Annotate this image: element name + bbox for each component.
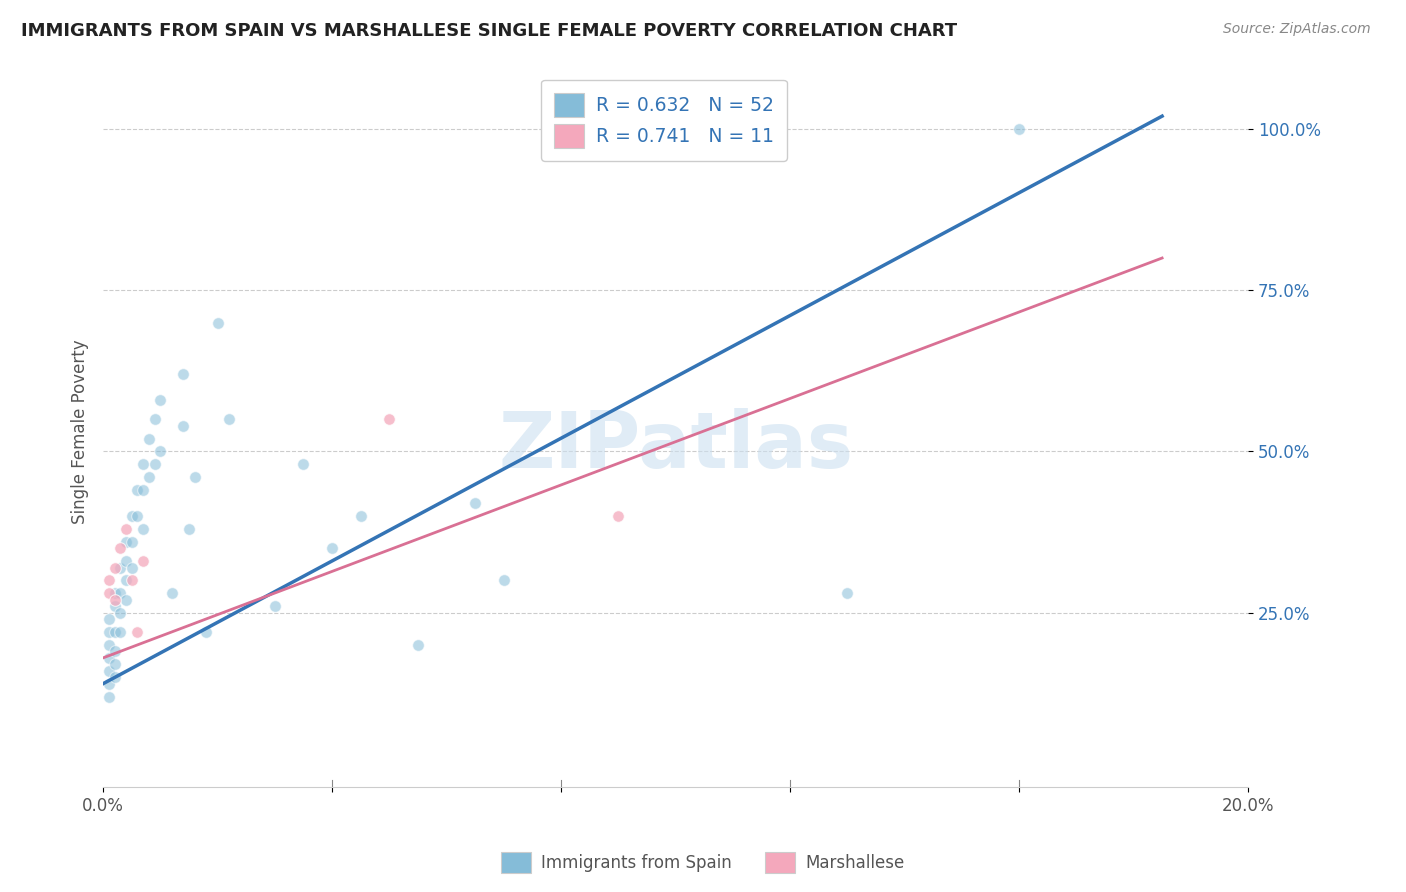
Text: ZIPatlas: ZIPatlas (498, 409, 853, 484)
Point (127, 508, 149, 523)
Point (110, 586, 132, 600)
Point (110, 606, 132, 620)
Point (103, 625, 125, 640)
Point (218, 412, 240, 426)
Point (160, 586, 183, 600)
Text: Source: ZipAtlas.com: Source: ZipAtlas.com (1223, 22, 1371, 37)
Point (132, 522, 155, 536)
Point (183, 470, 205, 484)
Point (121, 534, 143, 549)
Point (110, 560, 132, 574)
Point (103, 657, 125, 672)
Legend: Immigrants from Spain, Marshallese: Immigrants from Spain, Marshallese (495, 846, 911, 880)
Point (97, 625, 120, 640)
Point (110, 625, 132, 640)
Point (103, 599, 125, 614)
Point (97, 651, 120, 665)
Point (350, 508, 373, 523)
Point (143, 412, 166, 426)
Point (138, 432, 160, 446)
Point (103, 586, 125, 600)
Point (103, 644, 125, 658)
Point (138, 470, 160, 484)
Point (97, 638, 120, 652)
Point (1008, 122, 1031, 136)
Point (127, 625, 149, 640)
Point (607, 508, 630, 523)
Point (115, 554, 138, 568)
Point (378, 412, 401, 426)
Point (121, 560, 143, 574)
Point (132, 458, 155, 472)
Point (149, 444, 172, 458)
Point (97, 664, 120, 678)
Point (115, 522, 138, 536)
Point (464, 496, 486, 510)
Point (149, 392, 172, 407)
Point (172, 418, 194, 433)
Point (97, 612, 120, 626)
Point (195, 625, 218, 640)
Point (97, 574, 120, 588)
Point (115, 592, 138, 607)
Point (132, 554, 155, 568)
Point (132, 483, 155, 498)
Point (103, 592, 125, 607)
Point (172, 367, 194, 381)
Point (97, 586, 120, 600)
Point (115, 534, 138, 549)
Point (207, 316, 229, 330)
Point (177, 522, 200, 536)
Point (127, 483, 149, 498)
Point (143, 458, 166, 472)
Point (263, 599, 285, 614)
Text: IMMIGRANTS FROM SPAIN VS MARSHALLESE SINGLE FEMALE POVERTY CORRELATION CHART: IMMIGRANTS FROM SPAIN VS MARSHALLESE SIN… (21, 22, 957, 40)
Legend: R = 0.632   N = 52, R = 0.741   N = 11: R = 0.632 N = 52, R = 0.741 N = 11 (541, 79, 787, 161)
Point (103, 670, 125, 684)
Point (97, 676, 120, 690)
Point (121, 574, 143, 588)
Point (97, 690, 120, 704)
Y-axis label: Single Female Poverty: Single Female Poverty (72, 340, 89, 524)
Point (321, 541, 343, 556)
Point (292, 458, 315, 472)
Point (103, 560, 125, 574)
Point (110, 541, 132, 556)
Point (115, 574, 138, 588)
Point (121, 508, 143, 523)
Point (837, 586, 859, 600)
Point (406, 638, 429, 652)
Point (492, 574, 515, 588)
